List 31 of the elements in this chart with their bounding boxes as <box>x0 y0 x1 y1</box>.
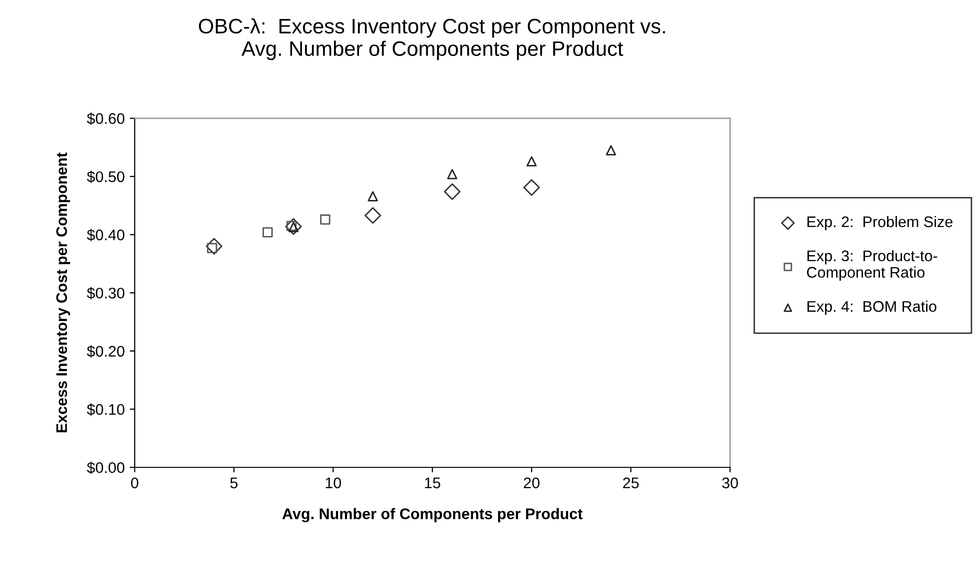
y-tick-label: $0.50 <box>86 170 124 184</box>
chart-title: OBC-λ: Excess Inventory Cost per Component vs. Avg. Number of Components per Product <box>198 18 665 60</box>
y-tick-label: $0.30 <box>86 287 124 300</box>
point <box>447 169 458 180</box>
point <box>523 179 540 196</box>
x-tick-label: 5 <box>230 478 238 488</box>
legend-label: Exp. 2: Problem Size <box>807 216 952 230</box>
point <box>606 145 616 156</box>
y-axis-title: Excess Inventory Cost per Component <box>56 152 70 432</box>
x-tick-label: 0 <box>131 477 138 488</box>
point <box>526 156 537 166</box>
point <box>262 227 273 238</box>
point <box>285 218 302 235</box>
x-tick-label: 25 <box>623 477 639 488</box>
legend-label: Exp. 4: BOM Ratio <box>807 300 936 315</box>
y-tick-label: $0.20 <box>86 345 124 358</box>
legend-label: Exp. 3: Product-to- Component Ratio <box>807 250 938 281</box>
y-tick-label: $0.10 <box>86 403 124 416</box>
point <box>320 214 330 225</box>
point <box>364 207 382 224</box>
y-tick-label: $0.00 <box>86 462 124 474</box>
x-tick-label: 30 <box>722 477 738 488</box>
y-tick-label: $0.40 <box>86 228 124 242</box>
x-tick-label: 15 <box>425 478 440 488</box>
y-tick-label: $0.60 <box>86 112 124 125</box>
point <box>368 191 378 202</box>
point <box>206 238 222 255</box>
x-tick-label: 20 <box>524 477 540 488</box>
x-tick-label: 10 <box>326 477 342 488</box>
x-axis-title: Avg. Number of Components per Product <box>282 508 583 522</box>
point <box>444 183 461 200</box>
